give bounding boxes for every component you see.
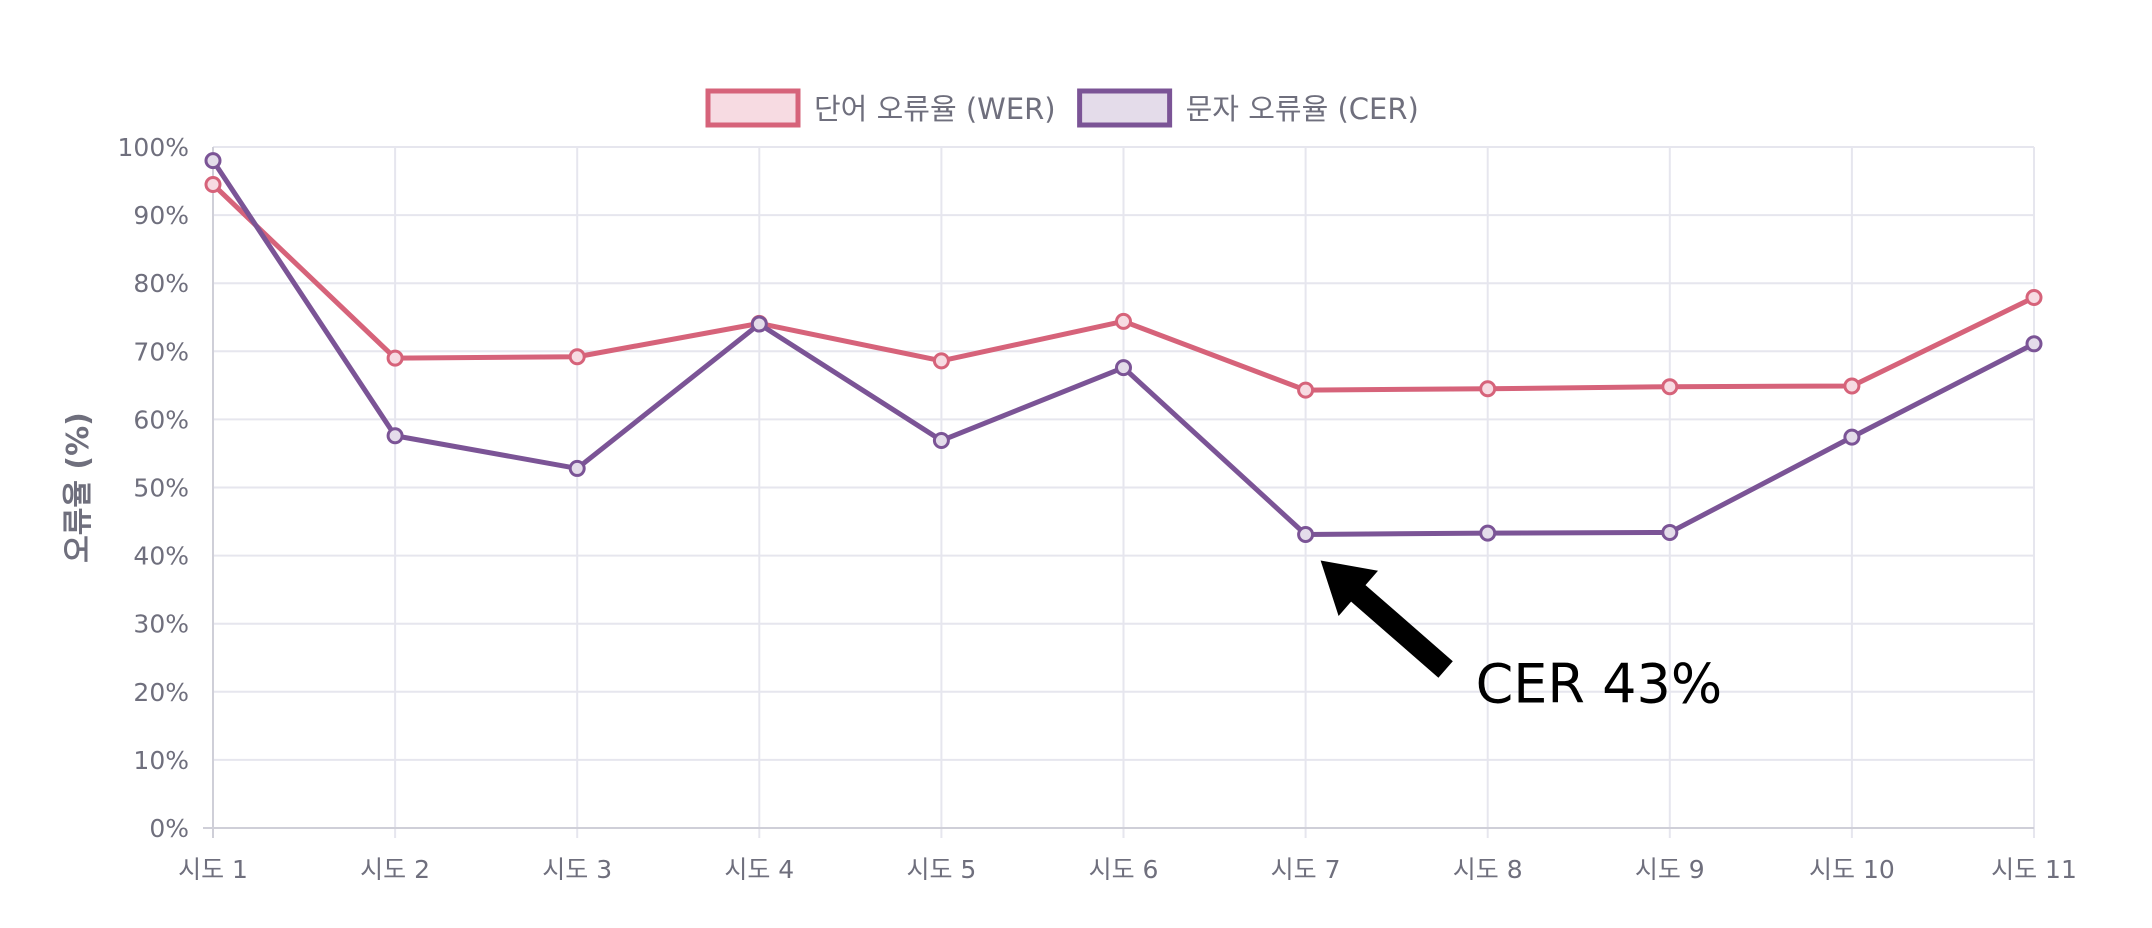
data-point[interactable]: [2025, 289, 2043, 307]
data-point[interactable]: [1115, 359, 1132, 377]
data-point[interactable]: [1843, 428, 1861, 446]
data-point[interactable]: [932, 432, 950, 450]
data-point[interactable]: [568, 348, 586, 366]
y-tick-label: 40%: [133, 542, 189, 571]
legend-swatch: [1077, 88, 1173, 128]
y-tick-label: 80%: [133, 269, 189, 298]
annotation-arrow: [1320, 560, 1453, 678]
data-point[interactable]: [1115, 312, 1132, 330]
y-tick-label: 70%: [133, 337, 189, 366]
series-layer: [204, 152, 2043, 543]
y-tick-label: 100%: [118, 133, 189, 162]
y-tick-label: 10%: [133, 746, 189, 775]
data-point[interactable]: [1843, 377, 1861, 395]
x-tick-label: 시도 7: [1271, 855, 1341, 884]
data-point[interactable]: [1297, 525, 1315, 543]
data-point[interactable]: [568, 459, 586, 477]
annotation-label: CER 43%: [1476, 652, 1723, 715]
x-tick-label: 시도 3: [542, 855, 612, 884]
y-tick-label: 50%: [133, 474, 189, 503]
legend[interactable]: 단어 오류율 (WER) 문자 오류율 (CER): [705, 88, 1419, 128]
y-axis-title: 오류율 (%): [61, 412, 96, 563]
data-point[interactable]: [1479, 380, 1497, 398]
y-tick-label: 30%: [133, 610, 189, 639]
data-point[interactable]: [386, 427, 404, 445]
axis-layer: 0% 10% 20% 30% 40% 50% 60% 70% 80% 90% 100% 시도 1 시도 …: [61, 133, 2077, 884]
grid-layer: [212, 146, 2035, 838]
y-tick-label: 90%: [133, 201, 189, 230]
legend-label: 문자 오류율 (CER): [1186, 92, 1419, 126]
data-point[interactable]: [386, 349, 404, 367]
x-tick-label: 시도 2: [360, 855, 430, 884]
data-point[interactable]: [1661, 378, 1679, 396]
y-tick-label: 0%: [149, 814, 189, 843]
x-tick-label: 시도 9: [1635, 855, 1705, 884]
x-tick-label: 시도 6: [1089, 855, 1159, 884]
legend-item-0[interactable]: 단어 오류율 (WER): [705, 88, 1056, 128]
data-point[interactable]: [1479, 524, 1497, 542]
x-tick-label: 시도 5: [906, 855, 976, 884]
y-tick-label: 60%: [133, 405, 189, 434]
legend-swatch: [705, 88, 801, 128]
x-tick-label: 시도 8: [1453, 855, 1523, 884]
legend-item-1[interactable]: 문자 오류율 (CER): [1077, 88, 1419, 128]
data-point[interactable]: [932, 352, 950, 370]
data-point[interactable]: [204, 175, 222, 193]
data-point[interactable]: [1297, 381, 1315, 399]
data-point[interactable]: [204, 152, 222, 170]
data-point[interactable]: [1661, 523, 1679, 541]
x-tick-label: 시도 10: [1809, 855, 1895, 884]
legend-label: 단어 오류율 (WER): [814, 92, 1056, 126]
y-tick-label: 20%: [133, 678, 189, 707]
data-point[interactable]: [750, 315, 768, 333]
x-tick-label: 시도 1: [178, 855, 248, 884]
annotation: CER 43%: [1320, 560, 1723, 715]
x-tick-label: 시도 11: [1991, 855, 2077, 884]
data-point[interactable]: [2025, 335, 2043, 353]
x-tick-label: 시도 4: [724, 855, 794, 884]
